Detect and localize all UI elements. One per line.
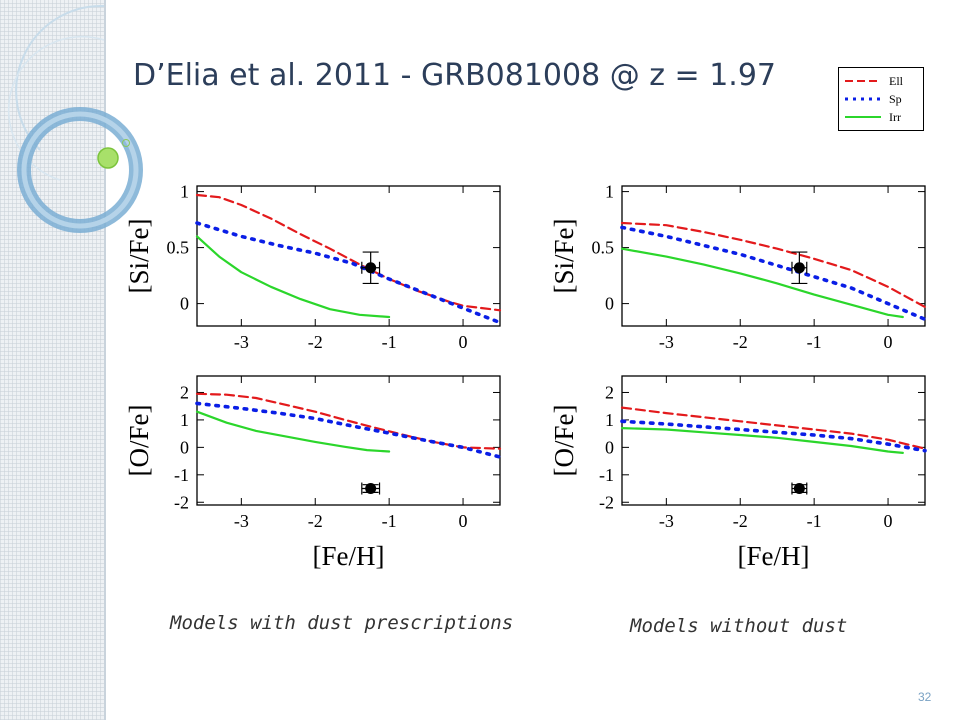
x-tick-label: -2 — [733, 332, 748, 352]
plot-frame — [196, 185, 501, 327]
x-tick-label: 0 — [884, 511, 893, 531]
y-tick-label: 0.5 — [167, 238, 190, 258]
observation-point — [365, 262, 377, 274]
chart-legend: Ell Sp Irr — [838, 67, 924, 131]
series-line-ell — [195, 392, 502, 450]
y-axis-label: [O/Fe] — [549, 405, 579, 477]
legend-item-sp: Sp — [845, 92, 921, 106]
y-tick-label: -1 — [174, 465, 189, 485]
series-line-ell — [620, 221, 927, 309]
x-tick-label: 0 — [459, 511, 468, 531]
x-tick-label: -1 — [807, 332, 822, 352]
side-strip-border — [104, 0, 106, 720]
y-tick-label: 0 — [605, 294, 614, 314]
legend-label-sp: Sp — [889, 92, 902, 106]
y-axis-label: [Si/Fe] — [124, 218, 154, 293]
y-axis-label: [O/Fe] — [124, 405, 154, 477]
plot-frame — [196, 375, 501, 506]
y-tick-label: 0.5 — [592, 238, 615, 258]
x-tick-label: -3 — [234, 511, 249, 531]
y-axis-label: [Si/Fe] — [549, 218, 579, 293]
y-tick-label: 1 — [605, 182, 614, 202]
x-tick-label: -3 — [234, 332, 249, 352]
y-tick-label: 0 — [605, 437, 614, 457]
caption-without-dust: Models without dust — [630, 615, 848, 637]
slide-title: D’Elia et al. 2011 - GRB081008 @ z = 1.9… — [133, 58, 776, 93]
series-line-ell — [620, 406, 927, 450]
y-tick-label: 2 — [180, 382, 189, 402]
series-line-ell — [195, 193, 502, 312]
x-tick-label: 0 — [884, 332, 893, 352]
plot-frame — [621, 375, 926, 506]
caption-with-dust: Models with dust prescriptions — [170, 612, 514, 634]
y-tick-label: 1 — [180, 182, 189, 202]
x-tick-label: -1 — [382, 332, 397, 352]
series-line-irr — [195, 235, 391, 319]
x-tick-label: -3 — [659, 511, 674, 531]
x-axis-label: [Fe/H] — [738, 541, 810, 571]
y-tick-label: 0 — [180, 294, 189, 314]
legend-item-ell: Ell — [845, 74, 921, 88]
x-tick-label: -1 — [807, 511, 822, 531]
series-line-sp — [620, 225, 927, 322]
plot-frame — [621, 185, 926, 327]
series-line-irr — [195, 410, 391, 453]
legend-label-irr: Irr — [889, 110, 901, 124]
x-axis-label: [Fe/H] — [313, 541, 385, 571]
y-tick-label: -2 — [599, 492, 614, 512]
x-tick-label: -2 — [733, 511, 748, 531]
series-line-sp — [620, 419, 927, 453]
series-line-sp — [195, 401, 502, 459]
y-tick-label: 1 — [605, 410, 614, 430]
series-line-sp — [195, 221, 502, 325]
y-tick-label: -2 — [174, 492, 189, 512]
series-line-irr — [620, 427, 904, 454]
observation-point — [793, 262, 805, 274]
x-tick-label: -2 — [308, 511, 323, 531]
decorative-circles — [7, 4, 143, 233]
observation-point — [793, 483, 805, 495]
y-tick-label: 0 — [180, 437, 189, 457]
legend-label-ell: Ell — [889, 74, 903, 88]
y-tick-label: -1 — [599, 465, 614, 485]
x-tick-label: -2 — [308, 332, 323, 352]
y-tick-label: 2 — [605, 382, 614, 402]
observation-point — [365, 483, 377, 495]
x-tick-label: 0 — [459, 332, 468, 352]
series-line-irr — [620, 247, 904, 319]
x-tick-label: -3 — [659, 332, 674, 352]
legend-item-irr: Irr — [845, 110, 921, 124]
y-tick-label: 1 — [180, 410, 189, 430]
x-tick-label: -1 — [382, 511, 397, 531]
page-number: 32 — [918, 690, 932, 704]
